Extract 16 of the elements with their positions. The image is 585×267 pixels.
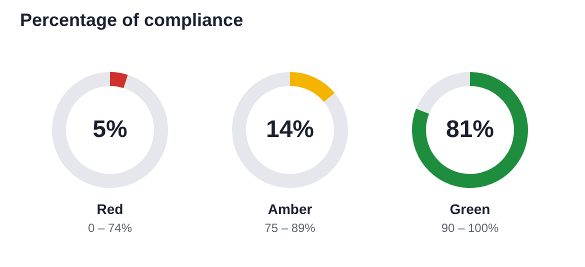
chart-title: Percentage of compliance: [20, 10, 244, 30]
text: 90 – 100%: [441, 221, 500, 235]
text: Amber: [268, 201, 313, 217]
data-label: 5%: [92, 116, 128, 143]
donut-slice: [110, 72, 128, 88]
donut-slice: [416, 72, 470, 114]
donut-slice: [232, 72, 348, 188]
donut-slice: [52, 72, 168, 188]
text: Green: [450, 201, 490, 217]
data-label: 14%: [266, 116, 314, 143]
text: 0 – 74%: [88, 221, 132, 235]
donut-slice: [290, 72, 335, 102]
donut-slice: [412, 72, 528, 188]
data-label: 81%: [446, 116, 494, 143]
text: Red: [96, 201, 124, 217]
text: 75 – 89%: [264, 221, 316, 235]
